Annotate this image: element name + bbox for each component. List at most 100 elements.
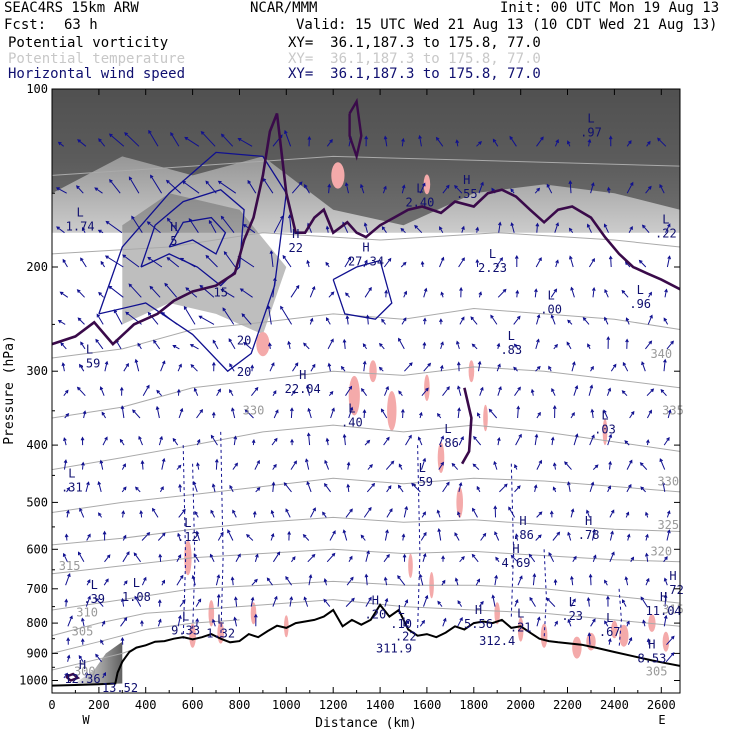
wind-arrow — [398, 390, 403, 397]
extremum-value: 22 — [288, 241, 302, 255]
x-tick-label: 1600 — [412, 698, 441, 712]
wind-arrow — [606, 336, 611, 349]
extremum-marker: L — [182, 610, 189, 624]
wind-arrow — [627, 636, 633, 645]
wind-arrow — [60, 342, 67, 350]
wind-arrow — [441, 555, 445, 562]
wind-arrow — [457, 407, 461, 419]
extremum-marker: L — [416, 182, 423, 196]
wind-arrow — [80, 436, 85, 446]
wind-arrow — [230, 576, 235, 586]
wind-arrow — [85, 481, 90, 493]
wind-arrow — [477, 412, 481, 419]
wind-arrow — [346, 576, 354, 586]
wind-arrow — [570, 286, 575, 298]
wind-arrow — [269, 250, 274, 268]
wind-arrow — [243, 341, 252, 350]
wind-arrow — [196, 438, 201, 446]
extremum-value: 5.56 — [464, 617, 493, 631]
wind-arrow — [422, 341, 427, 349]
wind-arrow — [94, 187, 103, 194]
wind-arrow — [459, 556, 465, 563]
wind-arrow — [534, 433, 539, 446]
wind-arrow — [590, 618, 596, 627]
pv-patch — [424, 374, 430, 401]
wind-arrow — [603, 409, 608, 419]
wind-arrow — [532, 573, 537, 586]
wind-arrow — [121, 486, 127, 493]
wind-arrow — [324, 459, 330, 470]
wind-arrow — [122, 534, 127, 541]
wind-arrow — [419, 411, 423, 419]
theta-contour-label: 340 — [650, 347, 672, 361]
wind-arrow — [457, 600, 463, 607]
wind-arrow — [327, 362, 332, 372]
wind-arrow — [132, 409, 141, 419]
y-tick-label: 200 — [26, 260, 48, 274]
extremum-marker: H — [585, 514, 592, 528]
field-name-wind: Horizontal wind speed — [8, 66, 186, 82]
extremum-value: .31 — [61, 481, 83, 495]
wind-arrow — [176, 388, 181, 396]
wind-arrow — [233, 435, 238, 446]
west-label: W — [82, 713, 90, 727]
extremum-value: .86 — [437, 436, 459, 450]
wind-arrow — [402, 553, 407, 562]
extremum-marker: L — [489, 247, 496, 261]
wind-arrow — [439, 226, 444, 233]
wind-arrow — [137, 342, 142, 350]
wind-arrow — [138, 435, 143, 446]
wind-arrow — [153, 339, 161, 350]
wind-arrow — [404, 362, 413, 372]
wind-arrow — [479, 386, 484, 396]
wind-arrow — [161, 457, 166, 470]
wind-arrow — [625, 511, 630, 518]
wind-arrow — [255, 487, 261, 493]
wind-arrow — [628, 226, 633, 233]
wind-arrow — [629, 410, 635, 419]
theta-contour-line — [52, 477, 680, 513]
wind-arrow — [104, 554, 111, 563]
wind-arrow — [103, 578, 109, 586]
wind-arrow — [158, 553, 163, 562]
wind-arrow — [303, 342, 310, 350]
wind-arrow — [120, 405, 125, 419]
wind-arrow — [607, 485, 611, 493]
wind-arrow — [459, 286, 463, 298]
wind-arrow — [105, 220, 123, 234]
wind-arrow — [306, 259, 310, 268]
extremum-value: .39 — [83, 592, 105, 606]
wind-arrow — [645, 533, 649, 541]
wind-arrow — [535, 338, 540, 350]
terrain-profile — [52, 603, 680, 687]
wind-arrow — [536, 411, 541, 419]
wind-arrow — [66, 486, 71, 493]
wind-arrow — [80, 257, 87, 268]
theta-contour-line — [52, 155, 680, 176]
wind-arrow — [645, 577, 650, 586]
wind-arrow — [666, 510, 671, 518]
wind-arrow — [157, 532, 166, 541]
wind-arrow — [604, 288, 609, 298]
wind-arrow — [305, 384, 310, 396]
wind-arrow — [64, 533, 69, 541]
wind-arrow — [625, 338, 629, 349]
extremum-value: .22 — [655, 227, 677, 241]
wind-arrow — [291, 181, 303, 194]
model-title: SEAC4RS 15km ARW — [4, 0, 139, 16]
wind-arrow — [422, 317, 427, 325]
wind-arrow — [608, 135, 613, 147]
wind-arrow — [647, 314, 653, 325]
extremum-marker: L — [91, 578, 98, 592]
wind-arrow — [515, 433, 522, 446]
wind-arrow — [234, 596, 238, 607]
x-tick-label: 0 — [48, 698, 55, 712]
wind-arrow — [344, 292, 350, 298]
wind-arrow — [666, 340, 674, 350]
wind-arrow — [195, 598, 202, 607]
wind-arrow — [608, 255, 613, 268]
x-tick-label: 400 — [135, 698, 157, 712]
wind-arrow — [385, 460, 395, 470]
wind-arrow — [419, 182, 426, 194]
wind-arrow — [325, 225, 330, 233]
